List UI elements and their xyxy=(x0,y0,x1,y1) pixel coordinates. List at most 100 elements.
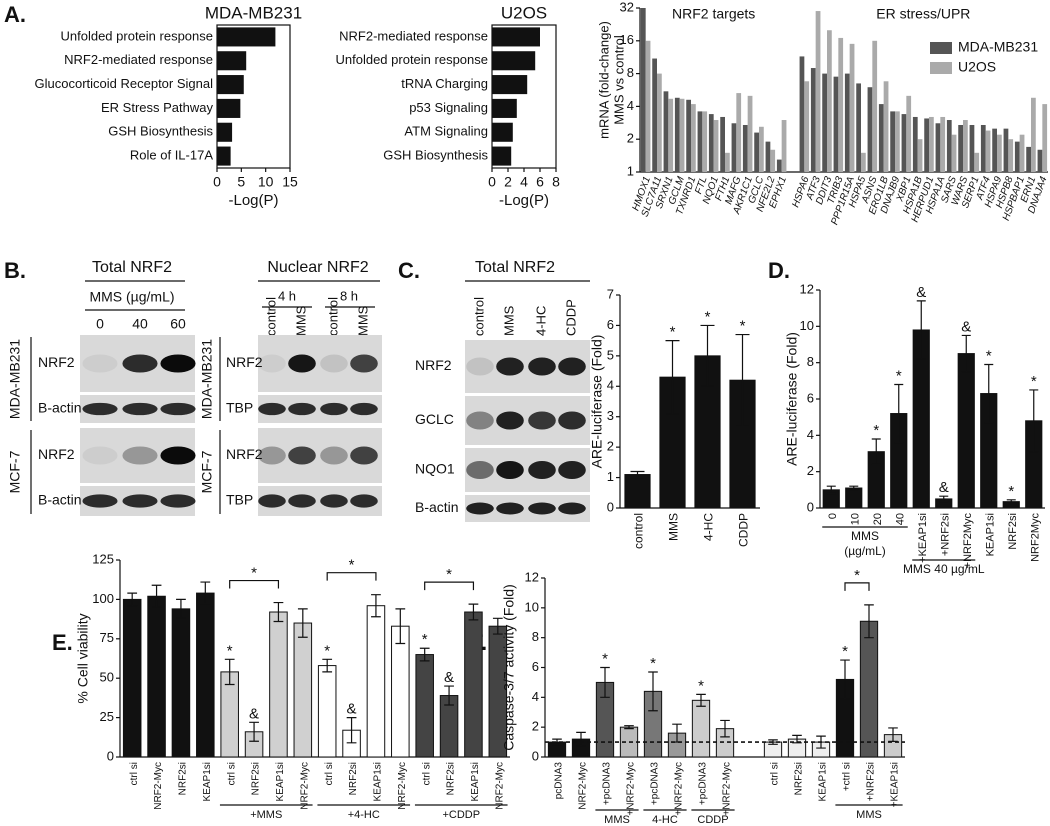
bar xyxy=(1014,141,1020,172)
category-label: 0 xyxy=(827,513,839,519)
x-tick-label: 15 xyxy=(282,174,298,190)
row-label: B-actin xyxy=(38,400,82,416)
error-bar xyxy=(700,324,715,387)
significance-mark: & xyxy=(249,705,259,722)
x-tick-label: 0 xyxy=(488,174,496,190)
error-bar xyxy=(939,495,949,503)
significance-mark: * xyxy=(986,347,992,364)
legend-swatch xyxy=(930,42,952,54)
bar xyxy=(1026,146,1031,172)
blot-band xyxy=(496,357,524,376)
x-tick-label: 10 xyxy=(258,174,274,190)
bar xyxy=(217,122,233,142)
significance-mark: * xyxy=(842,643,848,660)
error-bar xyxy=(961,334,971,373)
y-tick-label: 12 xyxy=(525,569,539,584)
blot-band xyxy=(122,494,158,508)
group-label: MMS xyxy=(604,814,630,826)
bar xyxy=(890,111,895,172)
bar xyxy=(391,625,410,758)
error-bar xyxy=(735,333,750,427)
error-bar xyxy=(648,671,658,712)
y-tick-label: 7 xyxy=(607,286,614,301)
bar xyxy=(946,120,952,172)
significance-mark: * xyxy=(422,631,428,648)
category-label: KEAP1si xyxy=(985,513,997,556)
error-bar xyxy=(224,658,235,686)
x-tick-label: 0 xyxy=(213,174,221,190)
category-label: NRF2si xyxy=(1007,513,1019,550)
bar xyxy=(776,159,782,172)
bar xyxy=(657,73,662,172)
bar xyxy=(849,43,855,172)
y-tick-label: 6 xyxy=(807,390,814,405)
bar xyxy=(293,622,313,758)
error-bar xyxy=(127,592,138,607)
panel-letter: A. xyxy=(4,2,26,27)
bar xyxy=(912,116,918,172)
y-axis-label: MMS vs control xyxy=(611,35,626,125)
error-bar xyxy=(395,608,406,645)
blot-band xyxy=(258,402,286,416)
significance-mark: * xyxy=(1008,483,1014,500)
category-label: ctrl si xyxy=(129,762,140,785)
category-label: NRF2-Myc xyxy=(578,762,589,810)
bar xyxy=(935,123,941,172)
category-label: GSH Biosynthesis xyxy=(108,124,213,139)
blot-band xyxy=(528,411,556,430)
bar xyxy=(997,134,1002,172)
bar xyxy=(492,27,540,47)
category-label: +pcDNA3 xyxy=(602,762,613,806)
bar xyxy=(674,97,680,172)
bar xyxy=(317,665,337,758)
category-label: NRF2-Myc xyxy=(397,762,408,810)
bar xyxy=(833,76,839,172)
bar xyxy=(725,152,730,172)
category-label: Unfolded protein response xyxy=(61,28,214,43)
blot-band xyxy=(82,402,118,416)
y-tick-label: 4 xyxy=(532,689,539,704)
group-label: +MMS xyxy=(250,809,282,821)
y-tick-label: 2 xyxy=(532,719,539,734)
category-label: NRF2si xyxy=(348,762,359,795)
category-label: +NRF2-Myc xyxy=(626,762,637,816)
error-bar xyxy=(630,470,645,479)
y-tick-label: 125 xyxy=(92,551,114,566)
error-bar xyxy=(419,647,430,662)
blot-band xyxy=(258,446,286,465)
bar xyxy=(901,114,907,172)
category-label: +NRF2si xyxy=(940,513,952,556)
category-label: +pcDNA3 xyxy=(650,762,661,806)
bracket-mark: * xyxy=(446,566,452,583)
bar xyxy=(747,95,753,172)
time-label: 4 h xyxy=(278,288,296,303)
bar xyxy=(906,95,912,172)
y-tick-label: 3 xyxy=(607,408,614,423)
significance-mark: * xyxy=(873,422,879,439)
blot-band xyxy=(160,446,196,465)
category-label: ctrl si xyxy=(770,762,781,785)
significance-mark: & xyxy=(916,284,926,301)
blot-band xyxy=(466,502,494,515)
bar xyxy=(951,134,957,172)
category-label: +KEAP1si xyxy=(890,762,901,807)
bar xyxy=(492,122,513,142)
error-bar xyxy=(894,383,904,444)
category-label: +pcDNA3 xyxy=(698,762,709,806)
error-bar xyxy=(984,363,994,424)
error-bar xyxy=(624,725,634,730)
blot-band xyxy=(466,357,494,376)
category-label: NRF2Myc xyxy=(1030,513,1042,562)
x-tick-label: 8 xyxy=(552,174,560,190)
time-label: 8 h xyxy=(340,288,358,303)
y-tick-label: 5 xyxy=(607,347,614,362)
y-tick-label: 8 xyxy=(807,354,814,369)
error-bar xyxy=(552,738,562,746)
blot-band xyxy=(466,461,494,479)
row-label: NRF2 xyxy=(226,446,263,462)
bar xyxy=(867,87,873,172)
y-tick-label: 32 xyxy=(620,0,634,14)
category-label: NRF2-Myc xyxy=(299,762,310,810)
category-label: tRNA Charging xyxy=(401,76,488,91)
category-label: +NRF2Myc xyxy=(962,513,974,569)
